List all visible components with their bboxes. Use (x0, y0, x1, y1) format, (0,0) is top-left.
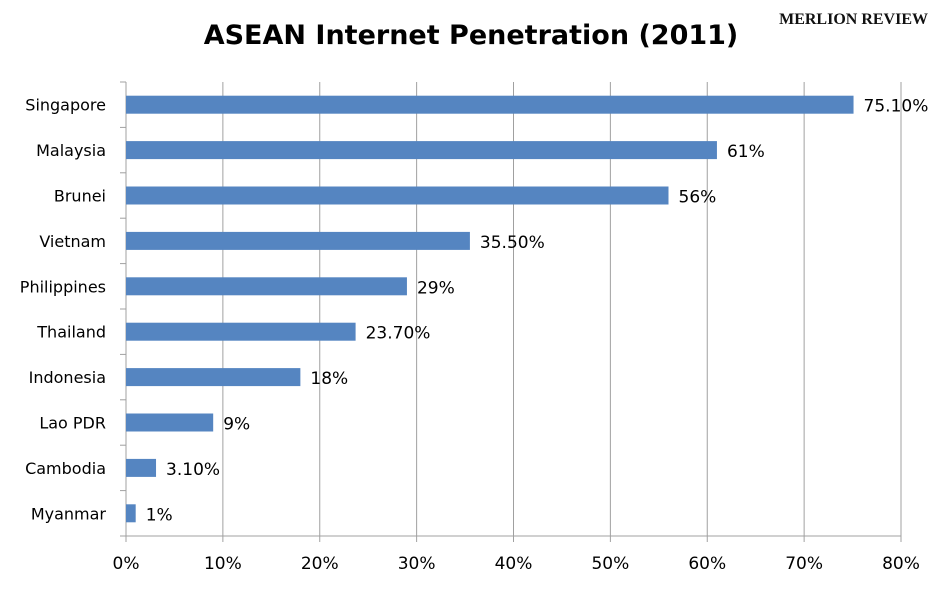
bar (126, 95, 854, 114)
bar (126, 504, 136, 523)
x-tick-label: 80% (882, 554, 920, 574)
data-label: 35.50% (480, 233, 545, 253)
y-tick-label: Thailand (36, 323, 106, 342)
data-label: 56% (679, 188, 717, 208)
bar (126, 413, 214, 432)
bar (126, 322, 356, 341)
data-label: 23.70% (366, 324, 431, 344)
bar (126, 186, 669, 205)
data-label: 9% (223, 415, 250, 435)
watermark-logo: MERLION REVIEW (779, 11, 928, 28)
bar (126, 141, 717, 160)
x-tick-label: 60% (688, 554, 726, 574)
x-tick-label: 10% (204, 554, 242, 574)
y-tick-label: Singapore (25, 96, 106, 115)
bar (126, 368, 301, 387)
data-label: 3.10% (166, 460, 220, 480)
y-tick-label: Malaysia (36, 141, 106, 160)
y-tick-label: Vietnam (39, 232, 106, 251)
y-tick-label: Philippines (20, 277, 106, 296)
x-tick-label: 0% (113, 554, 140, 574)
y-tick-label: Indonesia (29, 368, 106, 387)
data-label: 61% (727, 142, 765, 162)
y-tick-label: Myanmar (31, 504, 107, 523)
x-tick-label: 40% (495, 554, 533, 574)
y-tick-label: Brunei (54, 187, 106, 206)
data-label: 1% (146, 505, 173, 525)
data-label: 29% (417, 278, 455, 298)
y-tick-label: Lao PDR (39, 414, 106, 433)
chart-title: ASEAN Internet Penetration (2011) (203, 20, 739, 51)
data-label: 75.10% (864, 97, 929, 117)
data-label: 18% (310, 369, 348, 389)
bar (126, 231, 470, 250)
bar (126, 277, 407, 296)
x-tick-label: 70% (785, 554, 823, 574)
x-tick-label: 20% (301, 554, 339, 574)
y-tick-label: Cambodia (25, 459, 106, 478)
bar (126, 458, 157, 477)
x-tick-label: 30% (398, 554, 436, 574)
x-tick-label: 50% (591, 554, 629, 574)
